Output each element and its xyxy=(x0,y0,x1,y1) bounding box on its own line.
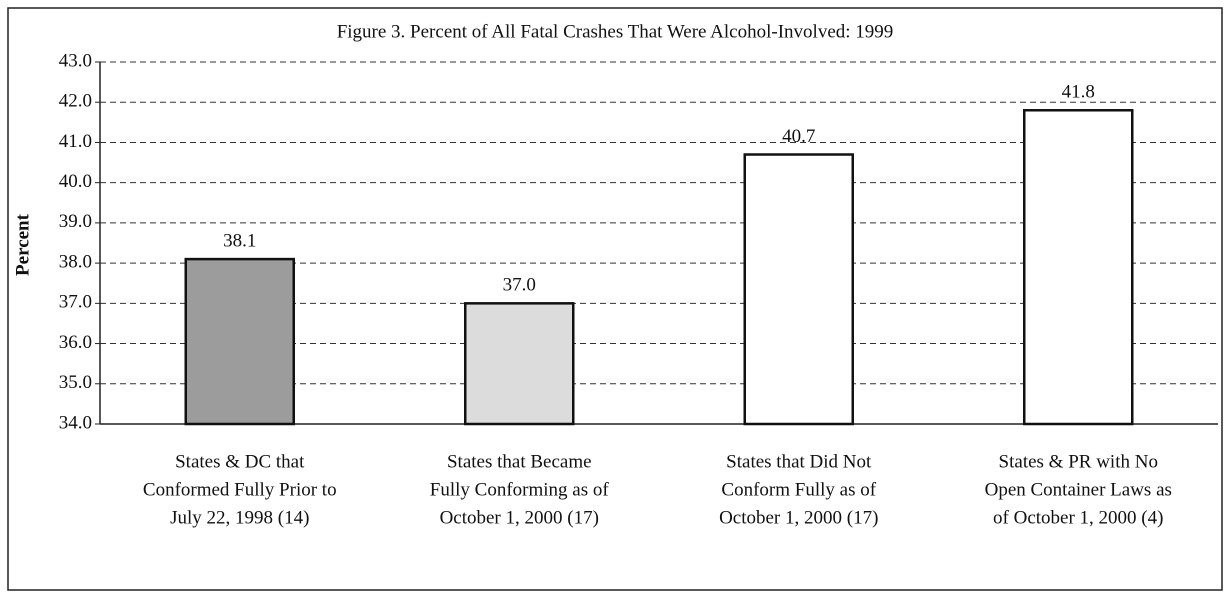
x-tick-label: Open Container Laws as xyxy=(985,479,1172,500)
x-tick-label: Fully Conforming as of xyxy=(430,479,610,500)
y-tick-label: 36.0 xyxy=(59,332,92,353)
x-tick-label: October 1, 2000 (17) xyxy=(440,507,599,528)
bar xyxy=(464,302,575,426)
chart-title: Figure 3. Percent of All Fatal Crashes T… xyxy=(337,21,894,42)
data-label: 41.8 xyxy=(1062,82,1095,103)
y-tick-label: 42.0 xyxy=(59,91,92,112)
y-tick-label: 43.0 xyxy=(59,50,92,71)
y-tick-label: 35.0 xyxy=(59,372,92,393)
x-tick-label: July 22, 1998 (14) xyxy=(170,507,309,528)
x-tick-label: Conformed Fully Prior to xyxy=(143,479,337,500)
y-tick-label: 34.0 xyxy=(59,412,92,433)
bar xyxy=(743,153,854,426)
y-tick-label: 40.0 xyxy=(59,171,92,192)
data-label: 37.0 xyxy=(503,275,536,296)
x-tick-label: States & PR with No xyxy=(999,451,1158,472)
y-tick-label: 39.0 xyxy=(59,211,92,232)
bar xyxy=(1023,109,1134,426)
x-tick-label: Conform Fully as of xyxy=(721,479,876,500)
data-label: 38.1 xyxy=(223,230,256,251)
x-tick-label: October 1, 2000 (17) xyxy=(719,507,878,528)
y-tick-label: 38.0 xyxy=(59,251,92,272)
chart-frame xyxy=(7,7,1223,591)
data-label: 40.7 xyxy=(782,126,815,147)
x-tick-label: States that Became xyxy=(447,451,592,472)
y-tick-label: 41.0 xyxy=(59,131,92,152)
x-tick-label: States & DC that xyxy=(175,451,305,472)
x-tick-label: of October 1, 2000 (4) xyxy=(993,507,1163,528)
bar xyxy=(184,257,295,426)
x-tick-label: States that Did Not xyxy=(726,451,872,472)
y-tick-label: 37.0 xyxy=(59,292,92,313)
y-axis-label: Percent xyxy=(12,213,33,276)
